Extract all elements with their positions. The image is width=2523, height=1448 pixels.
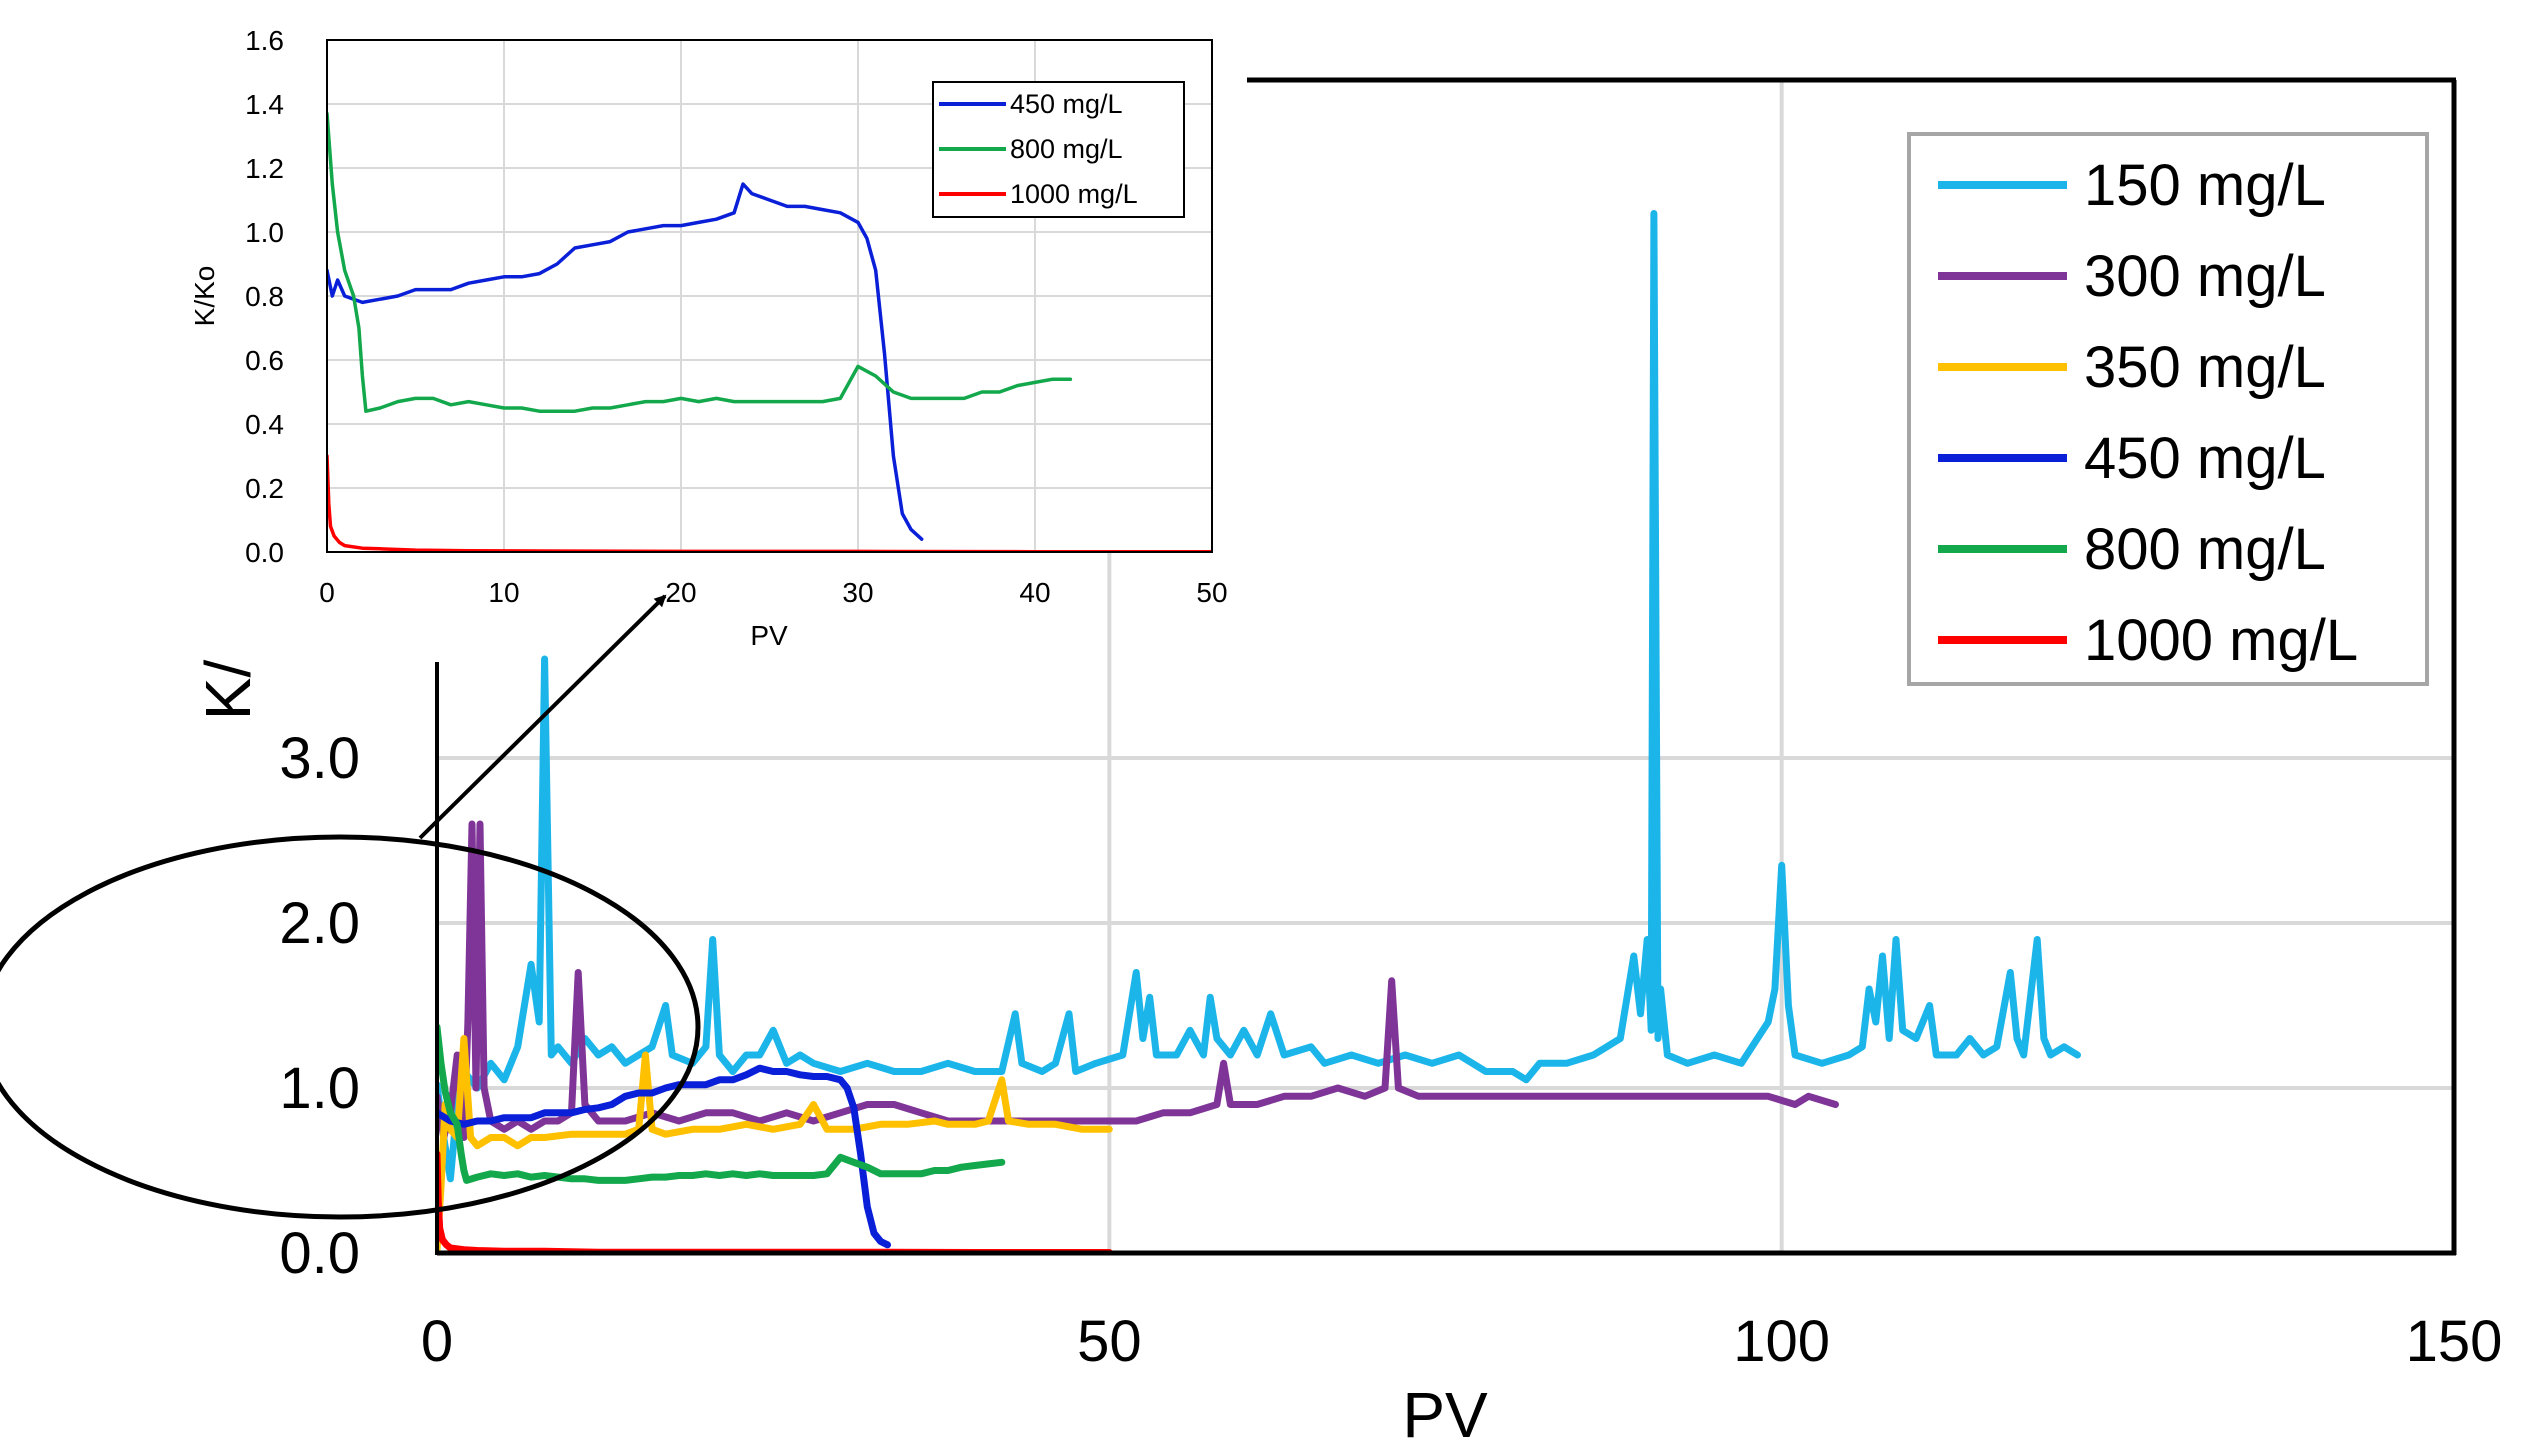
main-series-350-mg-l bbox=[437, 1035, 1113, 1254]
inset-x-axis-title: PV bbox=[750, 620, 788, 651]
main-legend-label: 300 mg/L bbox=[2084, 244, 2326, 309]
inset-y-tick-label: 0.4 bbox=[245, 409, 284, 440]
inset-x-tick-label: 40 bbox=[1019, 577, 1050, 608]
main-x-tick-label: 50 bbox=[1077, 1309, 1142, 1374]
main-y-tick-label: 3.0 bbox=[279, 726, 360, 791]
inset-tick-labels: 0 10 20 30 40 50 0.0 0.2 0.4 0.6 0.8 1.0 1.2 1.4 1.6 bbox=[245, 25, 1228, 608]
main-y-tick-label: 2.0 bbox=[279, 891, 360, 956]
inset-legend-label: 450 mg/L bbox=[1010, 89, 1123, 119]
main-series-150-mg-l bbox=[437, 210, 2081, 1183]
main-x-tick-label: 100 bbox=[1733, 1309, 1830, 1374]
main-legend-label: 800 mg/L bbox=[2084, 517, 2326, 582]
main-legend-label: 150 mg/L bbox=[2084, 153, 2326, 218]
inset-series-450-mg-l bbox=[327, 182, 924, 541]
inset-y-tick-label: 1.4 bbox=[245, 89, 284, 120]
inset-y-tick-label: 1.0 bbox=[245, 217, 284, 248]
inset-y-tick-label: 1.2 bbox=[245, 153, 284, 184]
inset-y-tick-label: 0.6 bbox=[245, 345, 284, 376]
main-series-800-mg-l bbox=[437, 1023, 1006, 1184]
main-tick-labels: 0 50 100 150 0.0 1.0 2.0 3.0 bbox=[279, 726, 2502, 1374]
main-y-axis-title: K/ bbox=[192, 660, 264, 721]
main-x-tick-label: 150 bbox=[2406, 1309, 2503, 1374]
inset-x-tick-label: 50 bbox=[1196, 577, 1227, 608]
main-series-450-mg-l bbox=[437, 1064, 891, 1249]
inset-frame bbox=[326, 39, 1213, 553]
inset-x-tick-label: 10 bbox=[488, 577, 519, 608]
main-legend-label: 350 mg/L bbox=[2084, 335, 2326, 400]
main-y-tick-label: 0.0 bbox=[279, 1221, 360, 1286]
inset-y-tick-label: 0.2 bbox=[245, 473, 284, 504]
zoom-arrow bbox=[418, 594, 667, 840]
inset-y-tick-label: 0.8 bbox=[245, 281, 284, 312]
inset-x-tick-label: 20 bbox=[665, 577, 696, 608]
main-legend-label: 450 mg/L bbox=[2084, 426, 2326, 491]
inset-legend-label: 1000 mg/L bbox=[1010, 179, 1138, 209]
main-legend-label: 1000 mg/L bbox=[2084, 608, 2358, 673]
main-legend-box bbox=[1907, 132, 2429, 686]
inset-series-800-mg-l bbox=[327, 111, 1073, 413]
inset-x-tick-label: 0 bbox=[319, 577, 335, 608]
inset-legend: 450 mg/L 800 mg/L 1000 mg/L bbox=[932, 81, 1185, 218]
main-legend: 150 mg/L 300 mg/L 350 mg/L 450 mg/L 800 mg/L… bbox=[1907, 132, 2429, 686]
inset-y-tick-label: 0.0 bbox=[245, 537, 284, 568]
inset-x-tick-label: 30 bbox=[842, 577, 873, 608]
main-x-axis-title: PV bbox=[1402, 1379, 1488, 1448]
highlight-ellipse bbox=[0, 834, 701, 1220]
inset-y-axis-title: K/Ko bbox=[189, 266, 220, 327]
main-x-tick-label: 0 bbox=[421, 1309, 453, 1374]
inset-y-tick-label: 1.6 bbox=[245, 25, 284, 56]
inset-chart: 0 10 20 30 40 50 0.0 0.2 0.4 0.6 0.8 1.0 1.2 1.4 1.6 P… bbox=[189, 25, 1228, 651]
main-y-tick-label: 1.0 bbox=[279, 1056, 360, 1121]
inset-legend-label: 800 mg/L bbox=[1010, 134, 1123, 164]
